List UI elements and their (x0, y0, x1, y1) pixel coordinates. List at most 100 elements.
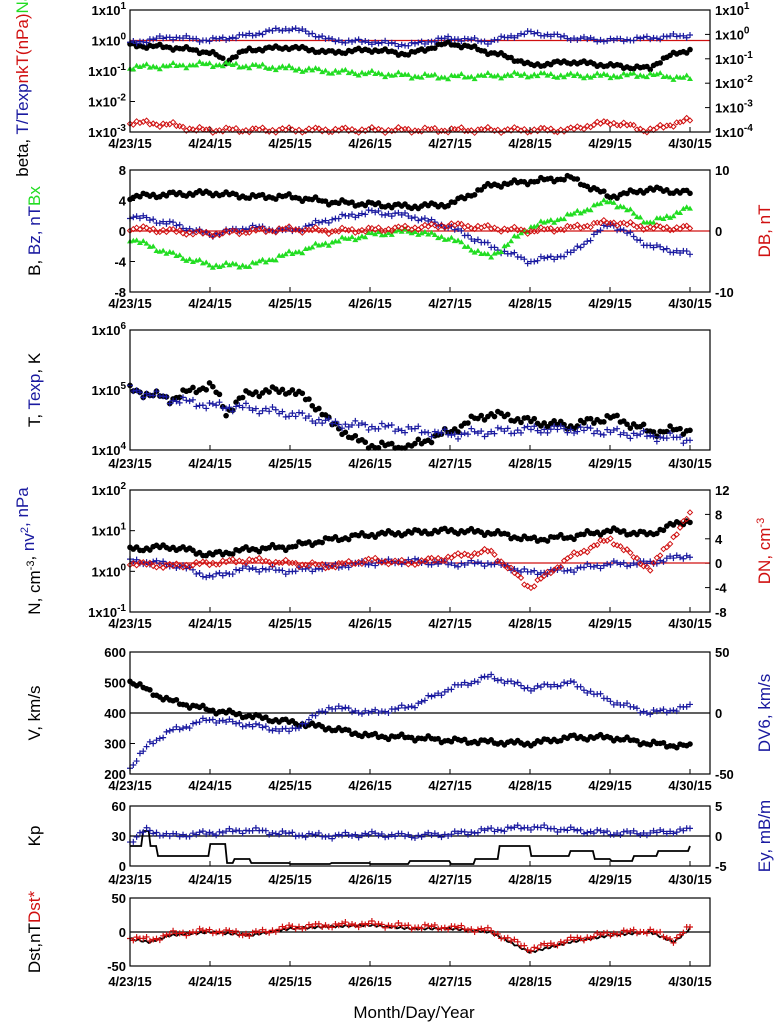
data-point (349, 234, 356, 240)
data-point (484, 431, 491, 438)
x-tick-label: 4/26/15 (348, 296, 391, 311)
data-point (637, 431, 644, 438)
data-point (411, 228, 418, 234)
data-point (653, 708, 660, 715)
data-point (285, 124, 293, 131)
data-point (375, 69, 382, 75)
data-point (531, 567, 538, 574)
data-point (335, 215, 342, 222)
data-point (279, 923, 286, 930)
data-point (677, 554, 684, 561)
data-point (236, 710, 243, 717)
data-point (302, 28, 309, 35)
data-point (561, 74, 568, 80)
data-point (551, 825, 558, 832)
data-point (686, 225, 694, 232)
data-point (561, 253, 568, 260)
data-point (547, 569, 555, 577)
data-point (130, 214, 137, 221)
data-point (580, 241, 587, 248)
data-point (653, 242, 660, 249)
data-point (501, 828, 508, 835)
data-point (249, 723, 256, 730)
data-point (534, 73, 541, 79)
data-point (511, 936, 518, 943)
data-point (209, 400, 216, 407)
data-point (252, 928, 259, 935)
data-point (203, 405, 210, 412)
data-point (252, 824, 259, 831)
data-point (176, 252, 183, 258)
data-point (590, 933, 597, 940)
data-point (677, 931, 684, 938)
data-point (209, 129, 217, 136)
x-tick-label: 4/23/15 (108, 456, 151, 471)
data-point (504, 71, 511, 77)
data-point (408, 75, 415, 81)
x-tick-label: 4/30/15 (668, 136, 711, 151)
data-point (610, 219, 617, 226)
data-point (398, 830, 405, 837)
data-point (425, 218, 432, 225)
data-point (527, 826, 534, 833)
data-point (249, 565, 256, 572)
data-point (597, 565, 604, 572)
data-point (309, 831, 316, 838)
data-point (186, 125, 193, 132)
data-point (498, 33, 505, 40)
data-point (206, 572, 213, 579)
data-point (342, 124, 349, 131)
data-point (660, 739, 667, 746)
data-point (574, 428, 581, 435)
data-point (670, 30, 677, 37)
data-point (256, 721, 263, 728)
x-tick-label: 4/25/15 (268, 616, 311, 631)
data-point (209, 930, 216, 937)
data-point (614, 699, 621, 706)
data-point (527, 947, 534, 954)
data-point (511, 124, 518, 131)
data-point (332, 38, 339, 45)
data-point (687, 825, 693, 832)
data-point (481, 38, 488, 45)
data-point (474, 247, 481, 253)
x-tick-label: 4/23/15 (108, 296, 151, 311)
data-point (352, 214, 359, 221)
data-point (418, 128, 425, 135)
data-point (514, 427, 521, 434)
data-point (657, 60, 663, 66)
data-point (272, 725, 279, 732)
data-point (670, 939, 677, 946)
data-point (392, 706, 399, 713)
data-point (670, 830, 677, 837)
data-point (358, 710, 365, 717)
data-point (219, 930, 226, 937)
data-point (560, 128, 568, 135)
data-point (209, 559, 217, 567)
data-point (594, 929, 601, 936)
data-point (567, 70, 574, 76)
data-point (660, 706, 667, 713)
data-point (551, 256, 558, 263)
y-tick-label-left: 1x100 (92, 32, 127, 49)
data-point (630, 221, 637, 229)
data-point (252, 720, 259, 727)
data-point (196, 58, 203, 64)
data-point (163, 393, 170, 400)
data-point (382, 212, 389, 219)
data-point (627, 206, 634, 212)
data-point (339, 39, 346, 46)
data-point (647, 242, 654, 249)
data-point (203, 37, 210, 44)
y-tick-label-left: 600 (104, 645, 126, 660)
data-point (206, 60, 213, 66)
data-point (319, 708, 326, 715)
data-point (670, 555, 677, 562)
data-point (222, 124, 230, 131)
data-point (352, 417, 359, 424)
data-point (574, 123, 581, 130)
data-point (365, 920, 372, 927)
data-point (392, 40, 399, 47)
data-point (239, 262, 246, 268)
data-point (604, 37, 611, 44)
